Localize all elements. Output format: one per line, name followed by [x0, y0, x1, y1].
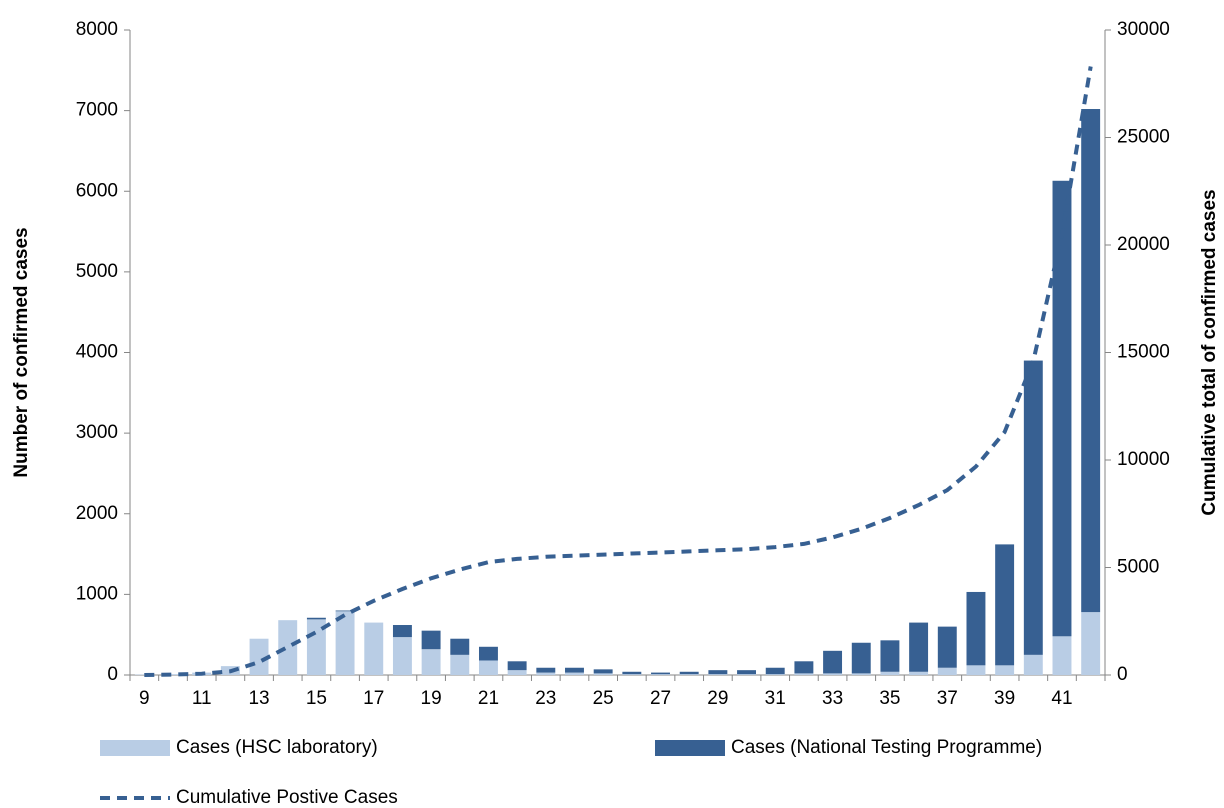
x-tick-label: 33	[822, 688, 843, 709]
bar	[1081, 109, 1101, 613]
bar	[708, 674, 728, 675]
bar	[421, 649, 441, 675]
bar	[1052, 180, 1072, 637]
x-tick-label: 37	[937, 688, 958, 709]
bar	[966, 591, 986, 666]
bar	[249, 638, 269, 675]
bar	[278, 620, 298, 675]
bar	[794, 673, 814, 675]
bar	[622, 671, 642, 675]
bar	[823, 650, 843, 674]
y2-tick-label: 30000	[1117, 19, 1170, 40]
bar	[364, 622, 384, 675]
bar	[536, 667, 556, 673]
bar	[651, 674, 670, 675]
x-tick-label: 27	[650, 688, 671, 709]
bar	[909, 622, 929, 672]
bar	[794, 661, 814, 674]
y2-tick-label: 0	[1117, 664, 1128, 685]
y-tick-label: 6000	[76, 180, 118, 201]
bar	[507, 661, 527, 671]
bar	[392, 637, 412, 675]
y-tick-label: 4000	[76, 342, 118, 363]
bar	[880, 671, 900, 675]
bar	[593, 673, 613, 675]
y-tick-label: 2000	[76, 503, 118, 524]
bar	[651, 672, 670, 675]
x-tick-label: 29	[707, 688, 728, 709]
bar	[1023, 360, 1043, 655]
x-tick-label: 41	[1051, 688, 1072, 709]
bar	[995, 544, 1015, 666]
x-tick-label: 21	[478, 688, 499, 709]
legend-label: Cases (HSC laboratory)	[176, 737, 378, 758]
bar	[765, 667, 785, 675]
bar	[622, 674, 642, 675]
x-tick-label: 31	[765, 688, 786, 709]
x-tick-label: 23	[535, 688, 556, 709]
line	[144, 66, 1093, 677]
bar	[708, 670, 728, 675]
bar	[450, 638, 470, 655]
y2-tick-label: 5000	[1117, 557, 1159, 578]
bar	[737, 670, 757, 675]
bar	[737, 674, 757, 675]
bar	[392, 625, 412, 638]
y2-tick-label: 15000	[1117, 342, 1170, 363]
y-axis-title: Number of confirmed cases	[11, 227, 32, 477]
x-tick-label: 13	[248, 688, 269, 709]
bar	[966, 665, 986, 675]
bar	[1081, 612, 1101, 675]
y2-axis-title: Cumulative total of confirmed cases	[1199, 189, 1220, 515]
bar	[823, 673, 843, 675]
bar	[765, 674, 785, 675]
bar	[507, 670, 527, 675]
bar	[937, 626, 957, 668]
x-tick-label: 35	[879, 688, 900, 709]
bar	[565, 672, 584, 675]
y2-tick-label: 25000	[1117, 127, 1170, 148]
x-tick-label: 17	[363, 688, 384, 709]
bar	[306, 617, 326, 620]
y-tick-label: 5000	[76, 261, 118, 282]
y-tick-label: 3000	[76, 422, 118, 443]
x-tick-label: 19	[421, 688, 442, 709]
bar	[536, 672, 556, 675]
bar	[421, 630, 441, 650]
bar	[937, 667, 957, 675]
x-tick-label: 15	[306, 688, 327, 709]
y2-tick-label: 10000	[1117, 449, 1170, 470]
y2-tick-label: 20000	[1117, 234, 1170, 255]
bar	[851, 673, 871, 675]
bar	[478, 646, 498, 661]
bar	[335, 610, 355, 612]
bar	[679, 671, 699, 675]
bar	[163, 674, 183, 675]
bar	[565, 667, 584, 673]
bar	[880, 640, 900, 672]
y-tick-label: 8000	[76, 19, 118, 40]
bar	[593, 669, 613, 674]
bar	[851, 642, 871, 674]
bar	[909, 671, 929, 675]
legend-label: Cumulative Postive Cases	[176, 787, 398, 808]
x-tick-label: 9	[139, 688, 150, 709]
y-tick-label: 0	[107, 664, 118, 685]
legend-swatch	[100, 740, 170, 756]
legend-swatch	[655, 740, 725, 756]
x-tick-label: 25	[593, 688, 614, 709]
y-tick-label: 1000	[76, 583, 118, 604]
bar	[450, 654, 470, 675]
bar	[1023, 654, 1043, 675]
x-tick-label: 39	[994, 688, 1015, 709]
bar	[335, 611, 355, 675]
legend-label: Cases (National Testing Programme)	[731, 737, 1042, 758]
x-tick-label: 11	[192, 688, 212, 709]
bar	[1052, 636, 1072, 675]
bar	[995, 665, 1015, 675]
bar	[478, 660, 498, 675]
y-tick-label: 7000	[76, 100, 118, 121]
bar	[679, 674, 699, 675]
